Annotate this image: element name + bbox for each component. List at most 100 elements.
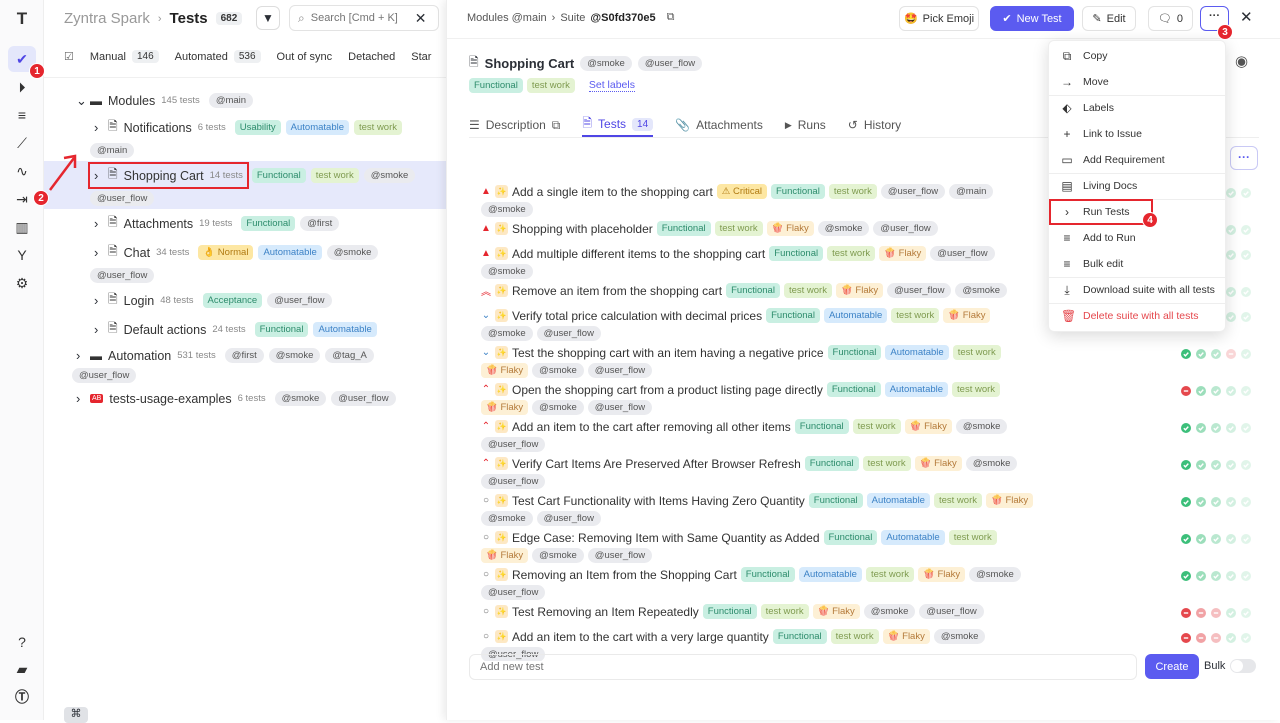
- menu-item-link-to-issue[interactable]: + Link to Issue: [1049, 121, 1227, 147]
- tab-runs[interactable]: ▶ Runs: [785, 113, 826, 137]
- chevron-right-icon[interactable]: ›: [94, 245, 99, 260]
- test-row[interactable]: ▲ ✨ Add multiple different items to the sh…: [481, 244, 1251, 281]
- run-passed-icon[interactable]: [1196, 349, 1206, 359]
- run-passed-icon[interactable]: [1226, 633, 1236, 643]
- run-passed-icon[interactable]: [1181, 460, 1191, 470]
- command-icon[interactable]: ⌘: [64, 707, 88, 723]
- run-passed-icon[interactable]: [1241, 312, 1251, 322]
- run-passed-icon[interactable]: [1241, 423, 1251, 433]
- folder-icon[interactable]: ▰: [16, 660, 28, 677]
- test-row[interactable]: ⌃ ✨ Verify Cart Items Are Preserved After …: [481, 454, 1251, 491]
- chevron-right-icon[interactable]: ›: [76, 391, 81, 406]
- run-passed-icon[interactable]: [1181, 534, 1191, 544]
- tab-attachments[interactable]: 📎 Attachments: [675, 113, 763, 137]
- run-passed-icon[interactable]: [1241, 633, 1251, 643]
- copy-icon[interactable]: ⧉: [551, 117, 561, 132]
- check-icon[interactable]: ✔: [8, 46, 36, 72]
- test-title[interactable]: Add an item to the cart after removing a…: [512, 419, 791, 434]
- test-row[interactable]: ○ ✨ Removing an Item from the Shopping Car…: [481, 565, 1251, 602]
- menu-item-run-tests[interactable]: › Run Tests: [1049, 199, 1227, 225]
- run-passed-icon[interactable]: [1241, 349, 1251, 359]
- run-passed-icon[interactable]: [1226, 250, 1236, 260]
- chevron-right-icon[interactable]: ›: [94, 293, 99, 308]
- run-passed-icon[interactable]: [1211, 423, 1221, 433]
- test-title[interactable]: Verify total price calculation with deci…: [512, 308, 763, 323]
- menu-item-bulk-edit[interactable]: ≡ Bulk edit: [1049, 251, 1227, 277]
- pulse-icon[interactable]: ∿: [16, 162, 28, 179]
- run-passed-icon[interactable]: [1181, 423, 1191, 433]
- steps-icon[interactable]: ⟋: [17, 134, 27, 151]
- menu-item-download-suite-with-all-tests[interactable]: ⤓ Download suite with all tests: [1049, 277, 1227, 303]
- run-passed-icon[interactable]: [1226, 386, 1236, 396]
- filter-tab[interactable]: Detached: [348, 50, 395, 63]
- run-passed-icon[interactable]: [1241, 571, 1251, 581]
- run-passed-icon[interactable]: [1241, 250, 1251, 260]
- tree-item[interactable]: › AB tests-usage-examples 6 tests @smoke @use…: [44, 386, 446, 411]
- menu-item-living-docs[interactable]: ▤ Living Docs: [1049, 173, 1227, 199]
- run-passed-icon[interactable]: [1211, 497, 1221, 507]
- new-test-button[interactable]: ✔ New Test: [990, 6, 1074, 31]
- run-passed-icon[interactable]: [1241, 188, 1251, 198]
- select-icon[interactable]: ☑: [64, 51, 74, 63]
- run-passed-icon[interactable]: [1181, 497, 1191, 507]
- chevron-right-icon[interactable]: ›: [94, 322, 99, 337]
- tree-item[interactable]: › 🗎 Attachments 19 tests Functional @first: [44, 209, 446, 238]
- test-title[interactable]: Open the shopping cart from a product li…: [512, 382, 823, 397]
- label-functional[interactable]: Functional: [469, 78, 523, 93]
- run-passed-icon[interactable]: [1211, 386, 1221, 396]
- menu-item-delete-suite-with-all-tests[interactable]: 🗑 Delete suite with all tests: [1049, 303, 1227, 329]
- import-icon[interactable]: ⇥: [16, 190, 28, 207]
- run-failed-icon[interactable]: [1181, 386, 1191, 396]
- tree-item[interactable]: › 🗎 Default actions 24 tests Functional Autom…: [44, 315, 446, 344]
- run-passed-icon[interactable]: [1196, 534, 1206, 544]
- tree-item[interactable]: › 🗎 Notifications 6 tests Usability Automatab…: [44, 113, 446, 161]
- test-title[interactable]: Removing an Item from the Shopping Cart: [512, 567, 737, 582]
- run-passed-icon[interactable]: [1241, 460, 1251, 470]
- test-row[interactable]: ⌃ ✨ Open the shopping cart from a product …: [481, 380, 1251, 417]
- run-passed-icon[interactable]: [1241, 497, 1251, 507]
- tests-more-button[interactable]: ···: [1230, 146, 1258, 170]
- test-title[interactable]: Test Cart Functionality with Items Havin…: [512, 493, 805, 508]
- more-options-button[interactable]: ···: [1200, 6, 1229, 31]
- title-tag[interactable]: @user_flow: [637, 56, 703, 71]
- run-passed-icon[interactable]: [1241, 534, 1251, 544]
- tree-item[interactable]: › ▬ Automation 531 tests @first @smoke @tag_A @…: [44, 344, 446, 386]
- tab-tests[interactable]: 🗎 Tests 14: [582, 113, 654, 137]
- run-passed-icon[interactable]: [1181, 349, 1191, 359]
- bulk-toggle[interactable]: [1230, 659, 1256, 673]
- test-title[interactable]: Add an item to the cart with a very larg…: [512, 629, 769, 644]
- test-row[interactable]: ⌄ ✨ Test the shopping cart with an item ha…: [481, 343, 1251, 380]
- chevron-right-icon[interactable]: ›: [94, 216, 99, 231]
- run-passed-icon[interactable]: [1196, 460, 1206, 470]
- menu-item-move[interactable]: → Move: [1049, 69, 1227, 95]
- run-passed-icon[interactable]: [1181, 571, 1191, 581]
- run-passed-icon[interactable]: [1211, 460, 1221, 470]
- test-row[interactable]: ⌄ ✨ Verify total price calculation with de…: [481, 306, 1251, 343]
- run-failed-icon[interactable]: [1196, 608, 1206, 618]
- breadcrumb-parent[interactable]: Modules @main: [467, 11, 547, 24]
- search-box[interactable]: ⌕ ✕: [289, 5, 439, 31]
- clear-search-icon[interactable]: ✕: [414, 9, 427, 26]
- run-passed-icon[interactable]: [1211, 534, 1221, 544]
- menu-item-add-requirement[interactable]: ▭ Add Requirement: [1049, 147, 1227, 173]
- logo-icon[interactable]: Ⓣ: [15, 689, 29, 705]
- filter-tab[interactable]: Out of sync: [277, 50, 333, 63]
- run-passed-icon[interactable]: [1226, 571, 1236, 581]
- comments-button[interactable]: 🗨 0: [1148, 6, 1193, 31]
- pick-emoji-button[interactable]: 🤩 Pick Emoji: [899, 6, 979, 31]
- test-title[interactable]: Test Removing an Item Repeatedly: [512, 604, 699, 619]
- chart-icon[interactable]: ▥: [15, 218, 29, 235]
- run-passed-icon[interactable]: [1196, 497, 1206, 507]
- test-title[interactable]: Test the shopping cart with an item havi…: [512, 345, 824, 360]
- run-passed-icon[interactable]: [1196, 571, 1206, 581]
- run-passed-icon[interactable]: [1196, 423, 1206, 433]
- gear-icon[interactable]: ⚙: [15, 274, 29, 291]
- set-labels-link[interactable]: Set labels: [588, 79, 635, 92]
- edit-button[interactable]: ✎ Edit: [1082, 6, 1136, 31]
- tree-item[interactable]: › 🗎 Shopping Cart 14 tests Functional test wo…: [44, 161, 446, 209]
- run-passed-icon[interactable]: [1196, 386, 1206, 396]
- chevron-right-icon[interactable]: ›: [94, 120, 99, 135]
- filter-tab[interactable]: Star: [411, 50, 431, 63]
- run-passed-icon[interactable]: [1226, 287, 1236, 297]
- menu-item-add-to-run[interactable]: ≡ Add to Run: [1049, 225, 1227, 251]
